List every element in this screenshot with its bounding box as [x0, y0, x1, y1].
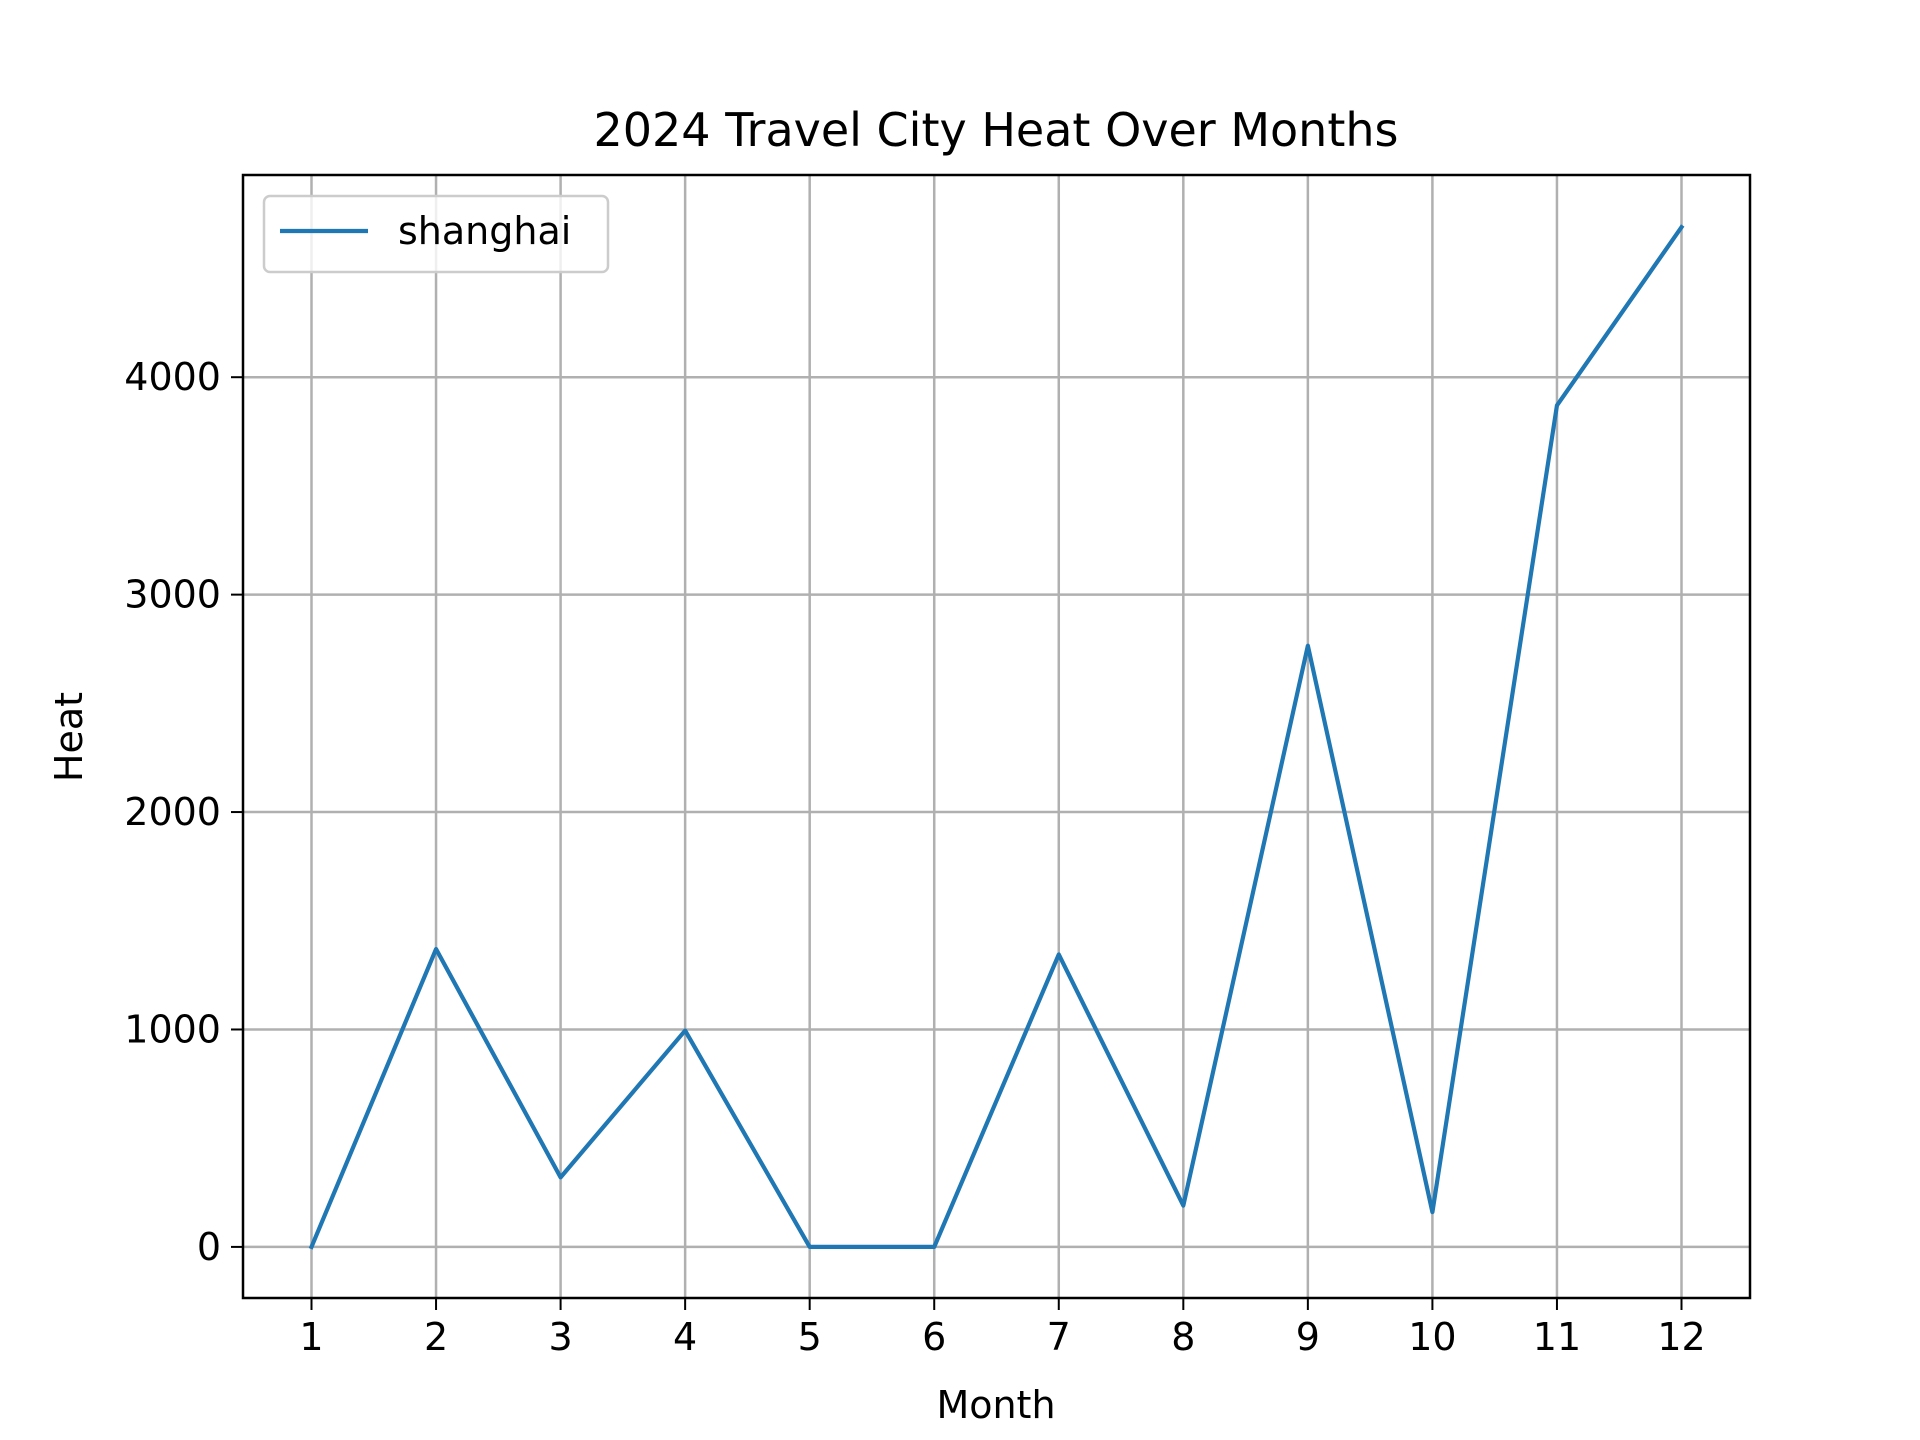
chart-title: 2024 Travel City Heat Over Months — [594, 103, 1399, 157]
x-tick-label: 3 — [548, 1315, 572, 1359]
x-tick-label: 2 — [424, 1315, 448, 1359]
series-line-shanghai — [308, 224, 1685, 1250]
x-tick-label: 5 — [798, 1315, 822, 1359]
x-tick-label: 9 — [1296, 1315, 1320, 1359]
series-layer — [308, 224, 1685, 1250]
x-tick-label: 1 — [299, 1315, 323, 1359]
x-tick-label: 12 — [1657, 1315, 1705, 1359]
y-tick-label: 2000 — [124, 790, 221, 834]
x-tick-label: 10 — [1408, 1315, 1456, 1359]
x-tick-label: 8 — [1171, 1315, 1195, 1359]
y-tick-label: 0 — [197, 1225, 221, 1269]
legend: shanghai — [262, 194, 610, 274]
x-tick-label: 7 — [1047, 1315, 1071, 1359]
legend-label-shanghai: shanghai — [398, 209, 571, 253]
y-tick-label: 3000 — [124, 573, 221, 617]
x-tick-label: 6 — [922, 1315, 946, 1359]
y-tick-label: 1000 — [124, 1007, 221, 1051]
y-axis-label: Heat — [47, 692, 91, 782]
legend-box — [262, 194, 610, 274]
x-tick-label: 4 — [673, 1315, 697, 1359]
x-axis-label: Month — [936, 1383, 1055, 1427]
x-tick-label: 11 — [1533, 1315, 1581, 1359]
grid — [243, 175, 1750, 1298]
y-tick-label: 4000 — [124, 355, 221, 399]
plot-frame — [241, 173, 1752, 1300]
